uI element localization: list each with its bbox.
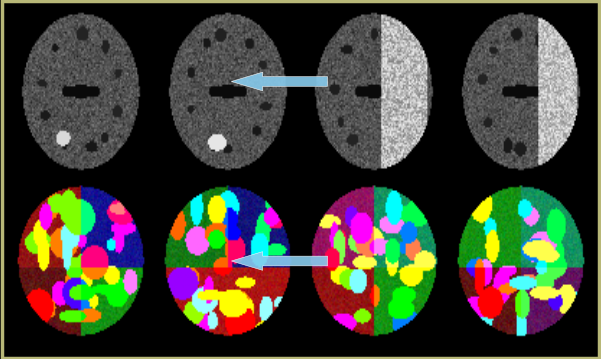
- FancyArrow shape: [231, 72, 328, 91]
- FancyArrow shape: [231, 252, 328, 270]
